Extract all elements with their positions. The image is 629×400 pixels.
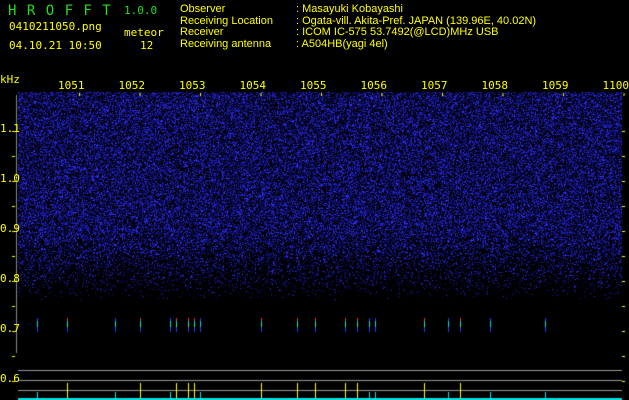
info-value: : Masayuki Kobayashi [296,3,403,15]
meteor-label: meteor [124,26,164,39]
filename: 0410211050.png [9,20,102,33]
info-label: Receiver [180,26,224,38]
y-tick-label: 0.6 [0,372,20,385]
info-label: Receiving Location [180,14,273,27]
y-axis-unit: kHz [0,73,20,86]
y-tick-label: 0.7 [0,322,20,335]
datetime: 04.10.21 10:50 [9,39,102,52]
x-tick-label: 1053 [179,79,206,92]
y-tick-label: 1.0 [0,172,20,185]
x-tick-label: 1051 [58,79,85,92]
x-tick-label: 1059 [542,79,569,92]
app-version: 1.0.0 [124,4,158,17]
info-label: Receiving antenna [180,37,272,50]
x-tick-label: 1052 [118,79,146,92]
y-tick-label: 0.9 [0,222,20,235]
y-tick-label: 1.1 [0,122,20,135]
x-tick-label: 1054 [239,79,267,92]
x-tick-label: 1056 [360,79,388,92]
info-value: : A504HB(yagi 4el) [296,37,388,50]
meteor-count: 12 [140,39,154,52]
info-value: : ICOM IC-575 53.7492(@LCD)MHz USB [296,26,499,38]
x-tick-label: 1055 [300,79,327,92]
app-logo: H R O F F T [8,3,112,19]
x-tick-label: 1057 [421,79,448,92]
x-tick-label: 1100 [602,79,629,92]
info-value: : Ogata-vill. Akita-Pref. JAPAN (139.96E… [296,14,537,27]
x-tick-label: 1058 [481,79,509,92]
info-label: Observer [180,3,226,15]
y-tick-label: 0.8 [0,272,20,285]
